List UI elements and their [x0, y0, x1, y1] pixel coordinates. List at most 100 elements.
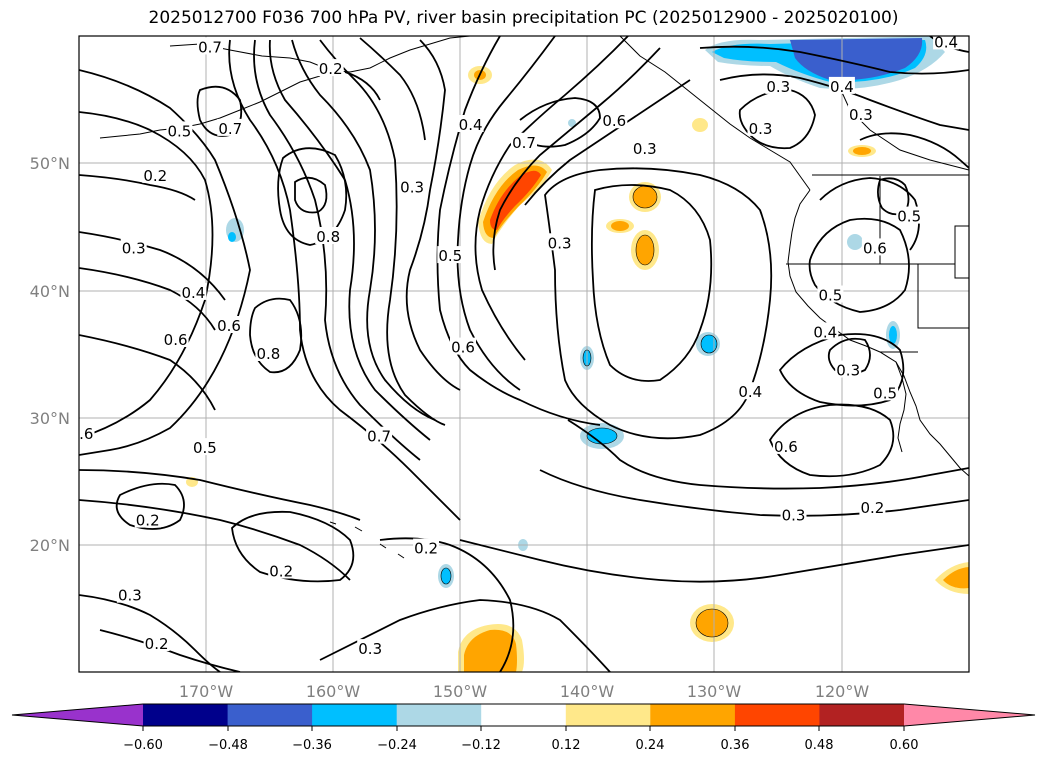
- contour-label: 0.4: [830, 78, 854, 96]
- contour-label: 0.5: [897, 208, 921, 226]
- state-border-4: [954, 225, 969, 279]
- contour-label-backing: [268, 561, 295, 579]
- map-area[interactable]: 0.7 0.2 0.5 0.7 0.2 0.3 0.4 0.6 0.6 0.8 0.8 0.3 0.4 0…: [69, 32, 970, 672]
- contour-label: 0.2: [145, 635, 169, 653]
- lat-tick-label: 40°N: [30, 282, 70, 301]
- lon-tick-label: 130°W: [687, 682, 742, 701]
- contour-label: 0.3: [122, 239, 146, 257]
- colorbar-label: −0.36: [292, 738, 332, 753]
- colorbar-label: 0.12: [552, 738, 581, 753]
- contour-label-backing: [812, 322, 839, 340]
- lat-tick-label: 30°N: [30, 409, 70, 428]
- contour-label-backing: [747, 118, 774, 136]
- contour-label-backing: [180, 282, 207, 300]
- contour-label: 0.6: [602, 112, 626, 130]
- contour-label-backing: [162, 330, 189, 347]
- contour-label: 0.3: [782, 507, 806, 525]
- lon-tick-label: 140°W: [560, 682, 615, 701]
- contour-label: 0.6: [451, 339, 475, 357]
- contour-label-backing: [315, 227, 342, 244]
- contour-label: 0.3: [766, 78, 790, 96]
- colorbar-swatch: [565, 704, 651, 726]
- colorbar-label: −0.48: [208, 738, 248, 753]
- shading-outlines: [440, 185, 729, 638]
- contour-label-backing: [631, 139, 658, 157]
- contour-label: 0.3: [548, 234, 572, 252]
- contour-label-backing: [772, 436, 799, 454]
- contour-label-backing: [217, 118, 244, 136]
- contour-label-backing: [737, 382, 764, 400]
- contour-label-backing: [835, 360, 862, 378]
- colorbar-extend-high: [904, 704, 1035, 726]
- pos-blob: [636, 235, 654, 265]
- contour-label-backing: [216, 316, 242, 333]
- neg-blob: [847, 234, 863, 250]
- contour-label-backing: [143, 634, 170, 651]
- positive-anomaly-jet-core: [490, 170, 541, 230]
- bc-coast: [619, 36, 811, 191]
- lat-tick-label: 50°N: [30, 154, 70, 173]
- colorbar-label: 0.36: [721, 738, 750, 753]
- contour-label: 0.3: [836, 362, 860, 380]
- contour-label-backing: [861, 238, 888, 256]
- colorbar-extend-low: [12, 704, 143, 726]
- neg-blob: [701, 335, 717, 353]
- colorbar-swatch: [734, 704, 820, 726]
- contour-label-backing: [546, 233, 573, 251]
- contour-label-backing: [780, 505, 807, 523]
- contour-label: 0.4: [459, 116, 483, 134]
- lat-tick-label: 20°N: [30, 536, 70, 555]
- contour-label: 0.2: [860, 499, 884, 517]
- contour-label: 0.3: [400, 178, 424, 196]
- contour-label-backing: [859, 497, 886, 515]
- contour-label: 0.2: [269, 563, 293, 581]
- contour-label-backing: [317, 59, 344, 77]
- neg-blob: [587, 428, 617, 444]
- contour-label-backing: [896, 206, 923, 224]
- contour-label: 0.3: [118, 587, 142, 605]
- colorbar-label: −0.12: [461, 738, 501, 753]
- neg-blob: [889, 326, 897, 344]
- map-title: 2025012700 F036 700 hPa PV, river basin …: [148, 8, 899, 28]
- map-frame: [78, 35, 970, 673]
- latitude-ticks: 50°N 40°N 30°N 20°N: [30, 154, 70, 555]
- colorbar-swatch: [650, 704, 736, 726]
- precip-shading: [186, 36, 969, 672]
- aleutian-chain: [99, 75, 321, 139]
- neg-blob: [568, 119, 576, 127]
- state-border-3: [917, 264, 969, 329]
- lon-tick-label: 150°W: [433, 682, 488, 701]
- contour-label-backing: [166, 121, 193, 139]
- contour-label: 0.3: [849, 106, 873, 124]
- colorbar: −0.60 −0.48 −0.36 −0.24 −0.12 0.12 0.24 …: [11, 703, 1036, 753]
- contour-label-backing: [116, 585, 143, 603]
- contour-label: 0.7: [198, 38, 222, 56]
- contour-label-backing: [450, 337, 476, 355]
- contour-label-backing: [366, 426, 393, 444]
- colorbar-label: −0.60: [123, 738, 163, 753]
- contour-label: 0.7: [512, 134, 536, 152]
- contour-label: 0.5: [438, 247, 462, 265]
- contour-label: 0.5: [193, 439, 217, 457]
- colorbar-label: 0.48: [805, 738, 834, 753]
- contour-label: 0.7: [218, 120, 242, 138]
- pos-blob: [853, 147, 871, 155]
- contour-label: 0.5: [167, 122, 191, 140]
- pos-blob-east-core: [943, 567, 969, 589]
- pos-blob: [633, 186, 657, 208]
- contour-label: 0.3: [358, 640, 382, 658]
- contour-label: 0.5: [818, 287, 842, 305]
- contour-label: 0.4: [181, 284, 205, 302]
- contour-label-backing: [413, 538, 440, 556]
- contour-label-backing: [457, 115, 484, 132]
- us-west-coast: [787, 189, 969, 477]
- colorbar-swatch: [312, 704, 398, 726]
- contour-label: 0.8: [316, 228, 340, 246]
- contour-label: 0.2: [143, 167, 167, 185]
- contour-label-backing: [142, 165, 169, 183]
- contour-label: 0.5: [873, 384, 897, 402]
- contour-label: 0.6: [774, 438, 798, 456]
- contour-label-backing: [511, 132, 537, 150]
- contour-label-backing: [872, 383, 899, 401]
